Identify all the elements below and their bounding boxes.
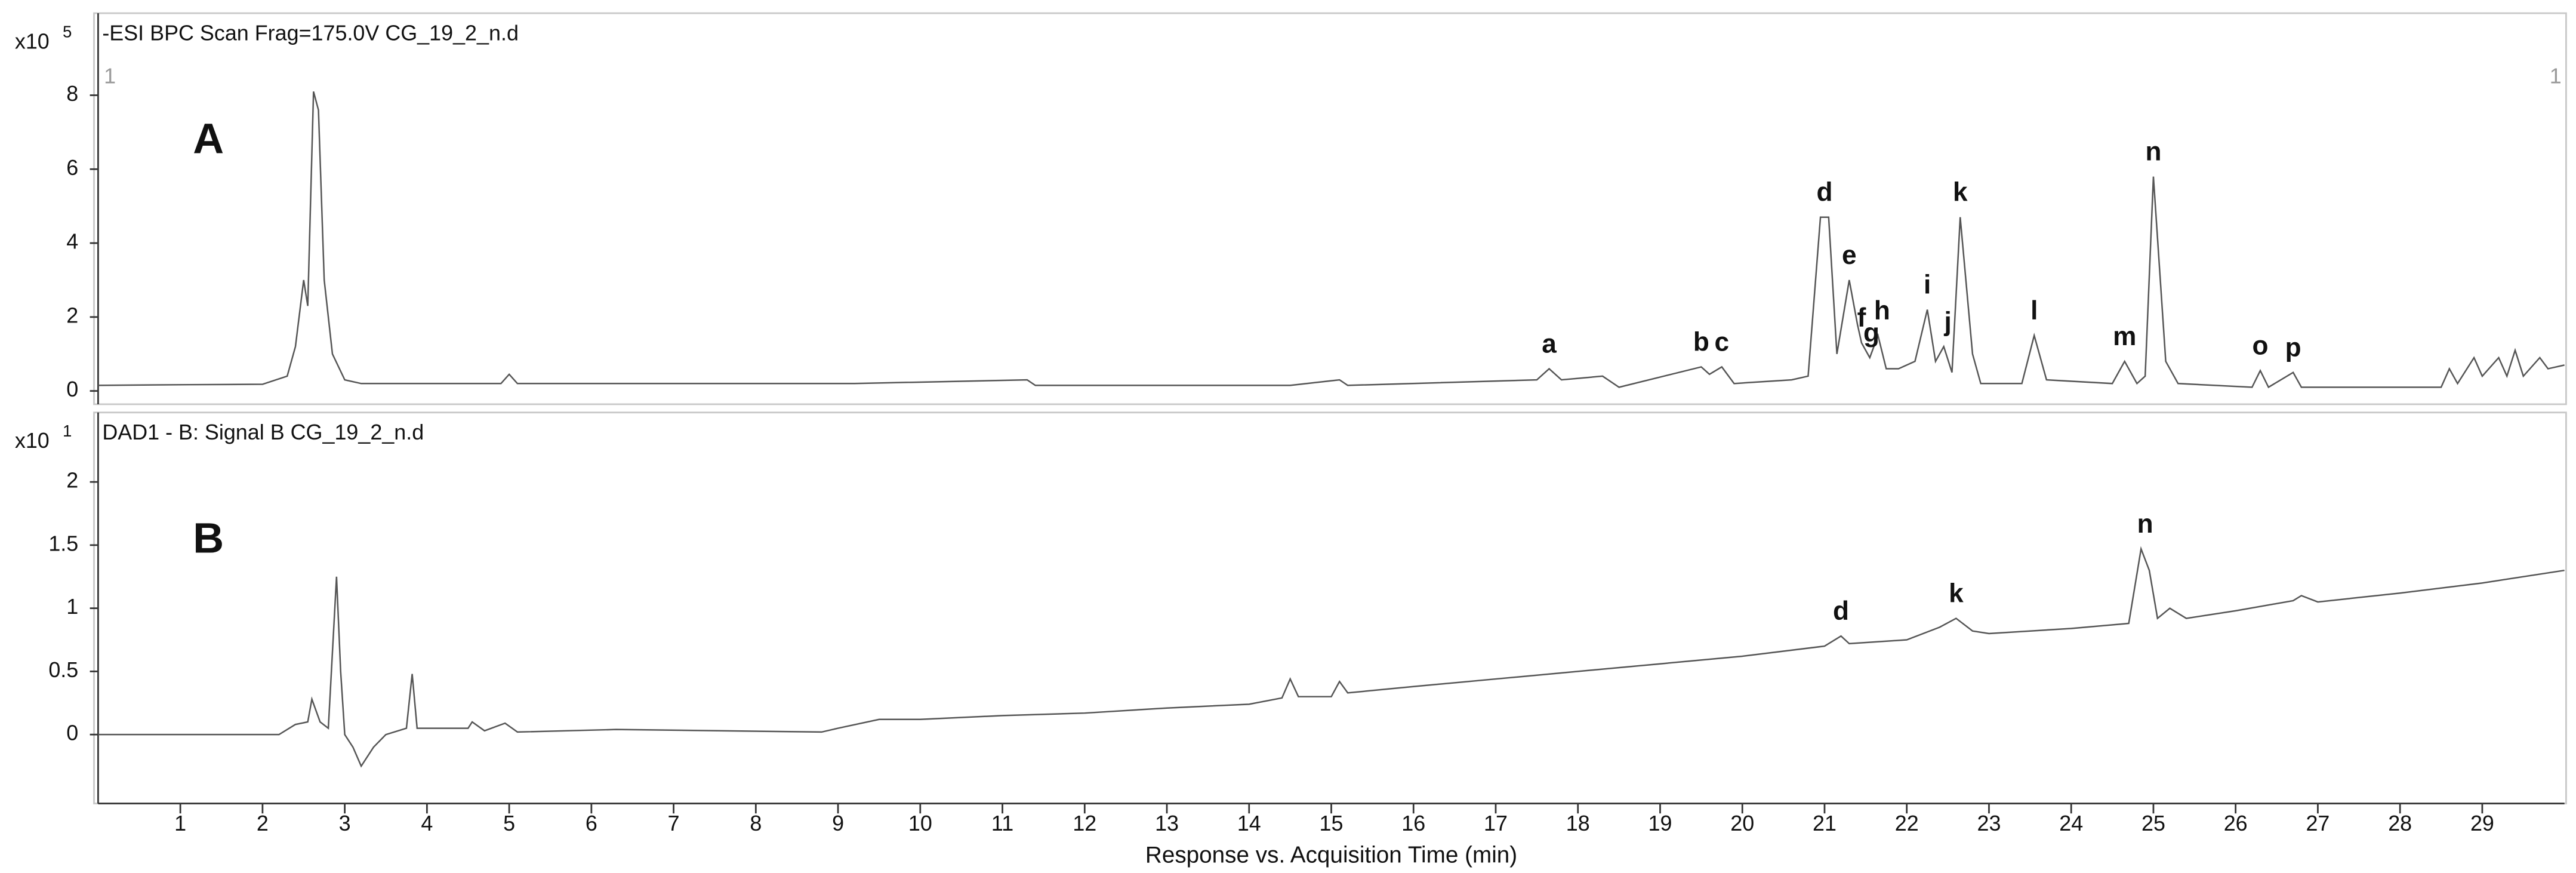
y-multiplier: x10 — [15, 428, 50, 453]
peak-label: c — [1715, 327, 1730, 356]
peak-label: o — [2253, 331, 2269, 361]
x-tick-label: 15 — [1320, 811, 1344, 835]
peak-label: f — [1857, 303, 1866, 333]
y-tick-label: 0 — [66, 721, 78, 745]
peak-label: k — [1949, 579, 1964, 608]
panel-letter: B — [193, 514, 224, 562]
peak-label: l — [2030, 296, 2038, 325]
peak-label: i — [1924, 270, 1931, 300]
y-tick-label: 0 — [66, 377, 78, 401]
x-tick-label: 3 — [339, 811, 351, 835]
cursor-label: 1 — [104, 63, 116, 88]
x-tick-label: 12 — [1073, 811, 1096, 835]
panel-letter: A — [193, 115, 224, 163]
peak-label: b — [1693, 327, 1709, 356]
x-tick-label: 29 — [2470, 811, 2494, 835]
x-tick-label: 17 — [1484, 811, 1508, 835]
y-tick-label: 1 — [66, 594, 78, 619]
peak-label: p — [2285, 333, 2301, 362]
x-tick-label: 8 — [750, 811, 762, 835]
y-tick-label: 2 — [66, 468, 78, 493]
panel-a-frame — [93, 12, 2567, 405]
x-tick-label: 11 — [991, 811, 1013, 835]
x-tick-label: 25 — [2141, 811, 2165, 835]
panel-header: DAD1 - B: Signal B CG_19_2_n.d — [102, 420, 424, 444]
x-tick-label: 20 — [1730, 811, 1754, 835]
y-tick-label: 8 — [66, 81, 78, 106]
x-tick-label: 22 — [1895, 811, 1919, 835]
panel-header: -ESI BPC Scan Frag=175.0V CG_19_2_n.d — [102, 21, 519, 45]
y-tick-label: 0.5 — [48, 657, 78, 682]
x-tick-label: 1 — [174, 811, 186, 835]
peak-label: d — [1816, 178, 1832, 207]
peak-label: g — [1863, 318, 1879, 348]
peak-label: d — [1833, 597, 1849, 626]
y-multiplier-exponent: 5 — [63, 23, 72, 41]
x-axis-title: Response vs. Acquisition Time (min) — [1145, 842, 1517, 868]
y-tick-label: 2 — [66, 303, 78, 327]
panel-b-frame — [93, 411, 2567, 805]
peak-label: n — [2145, 137, 2161, 167]
x-tick-label: 16 — [1401, 811, 1425, 835]
x-tick-label: 14 — [1237, 811, 1261, 835]
x-tick-label: 26 — [2224, 811, 2248, 835]
peak-label: k — [1953, 178, 1968, 207]
peak-label: h — [1874, 296, 1890, 325]
x-tick-label: 6 — [586, 811, 597, 835]
x-tick-label: 23 — [1977, 811, 2001, 835]
y-tick-label: 1.5 — [48, 531, 78, 555]
x-tick-label: 10 — [908, 811, 932, 835]
peak-label: a — [1542, 330, 1557, 359]
x-tick-label: 27 — [2306, 811, 2330, 835]
x-tick-label: 13 — [1155, 811, 1179, 835]
y-tick-label: 4 — [66, 229, 78, 254]
y-multiplier: x10 — [15, 29, 50, 53]
trace — [98, 546, 2565, 768]
x-tick-label: 21 — [1813, 811, 1837, 835]
y-multiplier-exponent: 1 — [63, 422, 72, 440]
x-tick-label: 2 — [257, 811, 269, 835]
x-tick-label: 19 — [1648, 811, 1672, 835]
peak-label: j — [1943, 307, 1951, 336]
trace — [98, 91, 2565, 389]
peak-label: m — [2113, 322, 2136, 351]
x-tick-label: 5 — [503, 811, 515, 835]
x-tick-label: 7 — [668, 811, 680, 835]
x-tick-label: 24 — [2059, 811, 2083, 835]
x-tick-label: 9 — [832, 811, 844, 835]
x-tick-label: 28 — [2388, 811, 2412, 835]
peak-label: e — [1842, 241, 1857, 270]
peak-label: n — [2137, 509, 2153, 539]
x-tick-label: 18 — [1566, 811, 1590, 835]
cursor-label: 1 — [2550, 63, 2562, 88]
y-tick-label: 6 — [66, 155, 78, 180]
x-tick-label: 4 — [421, 811, 433, 835]
